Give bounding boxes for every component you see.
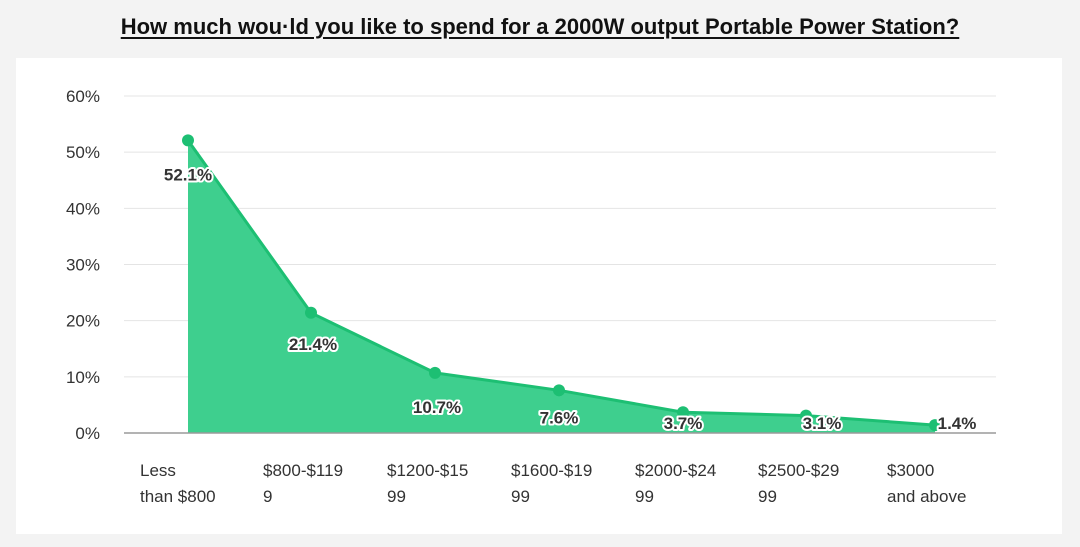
data-point <box>553 384 565 397</box>
y-tick-label: 30% <box>66 256 100 275</box>
y-tick-label: 0% <box>75 424 100 443</box>
x-tick-label: and above <box>887 487 966 506</box>
x-tick-label: $3000 <box>887 461 934 480</box>
data-point <box>182 134 194 147</box>
x-tick-label: 99 <box>635 487 654 506</box>
x-tick-label: Less <box>140 461 176 480</box>
data-point <box>929 419 941 432</box>
data-point <box>677 406 689 419</box>
data-label: 52.1% <box>164 165 212 184</box>
x-tick-label: 9 <box>263 487 272 506</box>
data-label: 3.7% <box>664 414 703 433</box>
y-tick-label: 10% <box>66 368 100 387</box>
y-tick-label: 20% <box>66 312 100 331</box>
data-point <box>429 366 441 379</box>
x-tick-label: $2500-$29 <box>758 461 839 480</box>
area-chart: 0% 10% 20% 30% 40% 50% 60% 52.1% 21.4% 10.7% 7.6% 3… <box>66 87 996 506</box>
data-label: 10.7% <box>413 398 461 417</box>
y-tick-label: 50% <box>66 143 100 162</box>
data-label: 3.1% <box>803 414 842 433</box>
chart-panel: 0% 10% 20% 30% 40% 50% 60% 52.1% 21.4% 10.7% 7.6% 3… <box>16 58 1062 534</box>
data-label: 7.6% <box>540 408 579 427</box>
x-tick-label: $1200-$15 <box>387 461 468 480</box>
x-tick-label: 99 <box>387 487 406 506</box>
data-point <box>800 409 812 422</box>
data-label: 1.4% <box>938 414 977 433</box>
chart-title: How much wou·ld you like to spend for a … <box>120 14 960 39</box>
x-tick-label: 99 <box>758 487 777 506</box>
area-fill <box>188 140 935 433</box>
x-tick-label: $2000-$24 <box>635 461 716 480</box>
x-tick-label: 99 <box>511 487 530 506</box>
data-label: 21.4% <box>289 335 337 354</box>
y-tick-label: 60% <box>66 87 100 106</box>
x-tick-label: $1600-$19 <box>511 461 592 480</box>
x-tick-label: than $800 <box>140 487 216 506</box>
y-tick-label: 40% <box>66 199 100 218</box>
x-tick-label: $800-$119 <box>263 461 343 480</box>
data-point <box>305 306 317 319</box>
